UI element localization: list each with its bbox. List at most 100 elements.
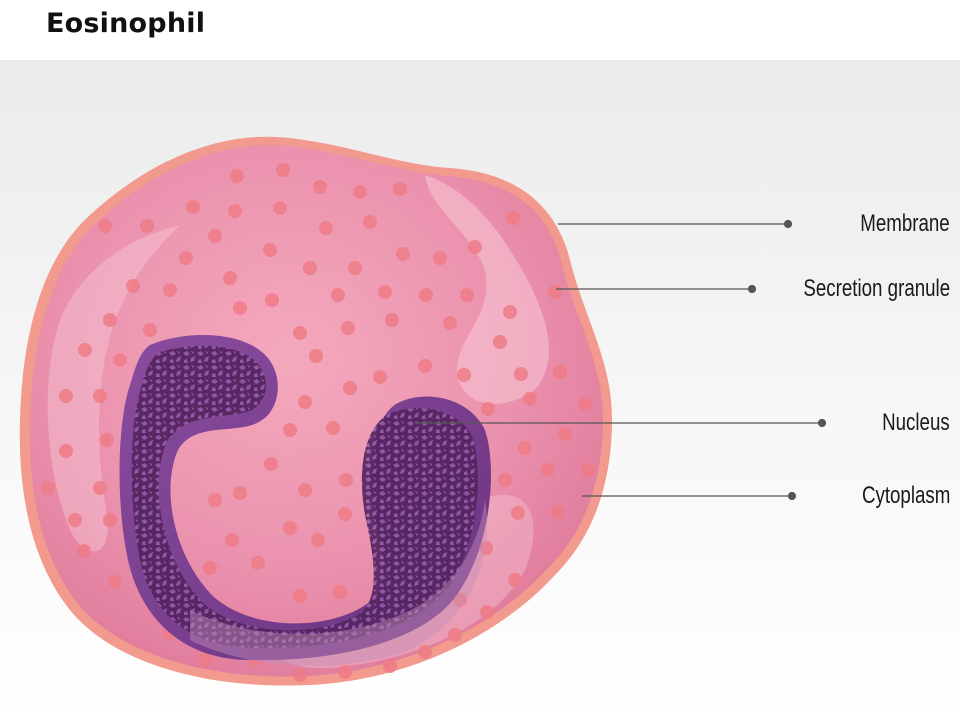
granule: [338, 665, 352, 679]
granule: [313, 180, 327, 194]
granule: [518, 441, 532, 455]
granule: [233, 486, 247, 500]
granule: [541, 463, 555, 477]
label-membrane: Membrane: [860, 210, 950, 237]
granule: [460, 288, 474, 302]
granule: [553, 365, 567, 379]
granule: [385, 313, 399, 327]
granule: [113, 353, 127, 367]
granule: [443, 316, 457, 330]
granule: [319, 221, 333, 235]
granule: [283, 423, 297, 437]
granule: [511, 506, 525, 520]
chromatin: [131, 345, 478, 649]
granule: [98, 219, 112, 233]
cytoplasm-body: [29, 144, 603, 677]
label-nucleus: Nucleus: [882, 409, 950, 436]
granule: [418, 359, 432, 373]
page-title: Eosinophil: [46, 8, 206, 39]
granule: [503, 305, 517, 319]
granule: [263, 243, 277, 257]
granule: [186, 200, 200, 214]
granule: [331, 288, 345, 302]
granule: [581, 463, 595, 477]
label-cytoplasm: Cytoplasm: [861, 482, 950, 509]
leader-lines: [415, 219, 827, 501]
granule: [208, 493, 222, 507]
granule: [293, 589, 307, 603]
granule: [341, 321, 355, 335]
granule: [506, 211, 520, 225]
granule: [298, 395, 312, 409]
label-secretion-granule: Secretion granule: [803, 275, 950, 302]
secretion-granules: [41, 163, 595, 682]
granule: [419, 288, 433, 302]
granule: [338, 507, 352, 521]
granule: [100, 433, 114, 447]
granule: [273, 201, 287, 215]
granule: [140, 219, 154, 233]
granule: [303, 261, 317, 275]
granule: [264, 457, 278, 471]
granule: [103, 513, 117, 527]
granule: [68, 513, 82, 527]
granule: [59, 389, 73, 403]
granule: [523, 392, 537, 406]
granule: [108, 575, 122, 589]
granule: [283, 521, 297, 535]
granule: [208, 229, 222, 243]
granule: [93, 481, 107, 495]
granule: [103, 313, 117, 327]
granule: [223, 271, 237, 285]
granule: [333, 585, 347, 599]
granule: [508, 573, 522, 587]
granule: [163, 283, 177, 297]
granule: [298, 483, 312, 497]
granule: [233, 301, 247, 315]
granule: [265, 293, 279, 307]
granule: [293, 326, 307, 340]
granule: [339, 473, 353, 487]
granule: [363, 215, 377, 229]
granule: [143, 323, 157, 337]
granule: [59, 444, 73, 458]
granule: [393, 182, 407, 196]
granule: [343, 381, 357, 395]
granule: [468, 240, 482, 254]
granule: [198, 653, 212, 667]
cytoplasm-highlight: [425, 175, 549, 404]
granule: [493, 335, 507, 349]
granule: [457, 368, 471, 382]
granule: [479, 541, 493, 555]
granule: [228, 204, 242, 218]
granule: [179, 251, 193, 265]
granule: [93, 389, 107, 403]
granule: [225, 533, 239, 547]
granule: [309, 349, 323, 363]
granule: [480, 605, 494, 619]
granule: [373, 370, 387, 384]
granule: [203, 561, 217, 575]
granule: [578, 397, 592, 411]
granule: [353, 185, 367, 199]
granule: [77, 544, 91, 558]
granule: [126, 279, 140, 293]
granule: [498, 473, 512, 487]
granule: [41, 481, 55, 495]
granule: [326, 421, 340, 435]
granule: [396, 247, 410, 261]
granule: [348, 261, 362, 275]
granule: [558, 427, 572, 441]
granule: [548, 285, 562, 299]
granule: [514, 367, 528, 381]
granule: [418, 645, 432, 659]
granule: [78, 343, 92, 357]
nucleus-overlay: [190, 500, 488, 667]
granule: [230, 169, 244, 183]
granule: [311, 533, 325, 547]
cytoplasm-highlight: [47, 225, 180, 552]
granule: [448, 628, 462, 642]
granule: [293, 668, 307, 682]
granule: [276, 163, 290, 177]
granule: [551, 505, 565, 519]
